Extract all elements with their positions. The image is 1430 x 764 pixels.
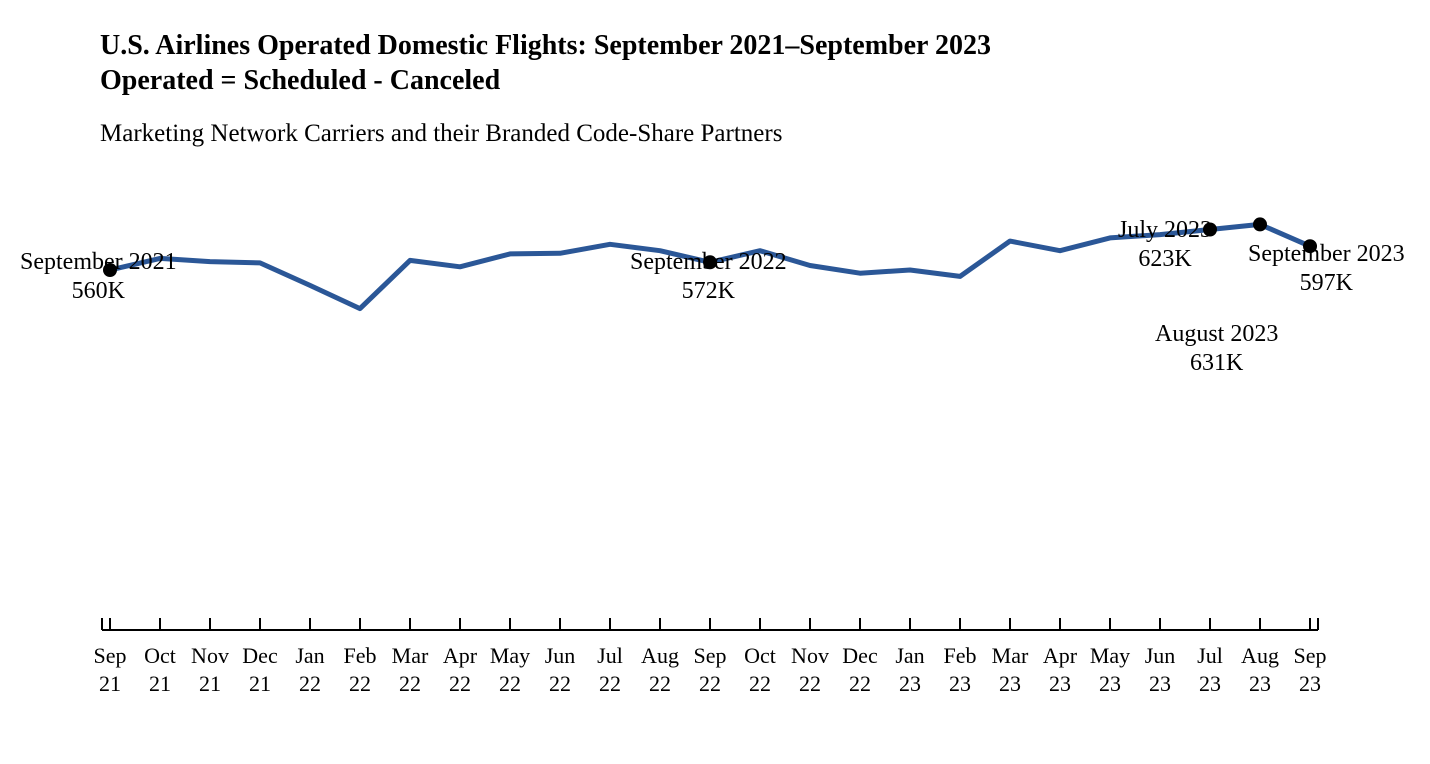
- x-tick-year: 21: [99, 671, 121, 696]
- x-tick-label: Apr 23: [1043, 642, 1077, 697]
- x-tick-year: 23: [1199, 671, 1221, 696]
- x-tick-label: May 22: [490, 642, 530, 697]
- callout-label: July 2023: [1118, 217, 1212, 243]
- x-tick-label: Aug 23: [1241, 642, 1279, 697]
- data-callout: September 2022 572K: [630, 248, 787, 306]
- x-tick-year: 22: [649, 671, 671, 696]
- callout-label: September 2021: [20, 249, 177, 275]
- x-tick-year: 23: [1049, 671, 1071, 696]
- x-tick-label: Feb 22: [344, 642, 377, 697]
- x-tick-month: May: [1090, 643, 1130, 668]
- data-callout: September 2023 597K: [1248, 240, 1405, 298]
- x-tick-month: Apr: [443, 643, 477, 668]
- x-tick-label: Apr 22: [443, 642, 477, 697]
- x-tick-label: Oct 21: [144, 642, 176, 697]
- x-tick-year: 22: [499, 671, 521, 696]
- callout-value: 631K: [1190, 350, 1243, 376]
- x-tick-label: Feb 23: [944, 642, 977, 697]
- x-tick-month: Dec: [842, 643, 877, 668]
- x-tick-month: Jan: [295, 643, 324, 668]
- x-tick-year: 22: [599, 671, 621, 696]
- x-tick-month: Oct: [144, 643, 176, 668]
- x-tick-month: Mar: [992, 643, 1029, 668]
- x-tick-year: 23: [1299, 671, 1321, 696]
- data-callout: August 2023 631K: [1155, 320, 1278, 378]
- x-tick-label: Sep 22: [694, 642, 727, 697]
- data-callout: July 2023 623K: [1118, 216, 1212, 274]
- x-tick-year: 22: [399, 671, 421, 696]
- x-tick-label: Nov 22: [791, 642, 829, 697]
- callout-value: 560K: [72, 278, 125, 304]
- callout-value: 572K: [682, 278, 735, 304]
- data-marker: [1253, 217, 1267, 231]
- x-tick-year: 21: [199, 671, 221, 696]
- chart-container: U.S. Airlines Operated Domestic Flights:…: [0, 0, 1430, 764]
- x-tick-month: Mar: [392, 643, 429, 668]
- data-callout: September 2021 560K: [20, 248, 177, 306]
- x-tick-year: 22: [349, 671, 371, 696]
- x-tick-month: Jun: [1145, 643, 1176, 668]
- x-tick-label: Jul 23: [1197, 642, 1223, 697]
- x-tick-year: 22: [549, 671, 571, 696]
- x-tick-month: May: [490, 643, 530, 668]
- x-tick-month: Sep: [94, 643, 127, 668]
- x-tick-label: Oct 22: [744, 642, 776, 697]
- x-tick-year: 22: [749, 671, 771, 696]
- x-tick-year: 23: [1149, 671, 1171, 696]
- x-tick-label: Dec 21: [242, 642, 277, 697]
- x-tick-label: Aug 22: [641, 642, 679, 697]
- x-tick-year: 21: [149, 671, 171, 696]
- x-tick-month: Sep: [1294, 643, 1327, 668]
- x-tick-label: Jul 22: [597, 642, 623, 697]
- x-tick-year: 22: [299, 671, 321, 696]
- x-tick-year: 23: [899, 671, 921, 696]
- x-tick-month: Oct: [744, 643, 776, 668]
- x-tick-month: Feb: [944, 643, 977, 668]
- x-tick-label: Jan 23: [895, 642, 924, 697]
- x-tick-month: Jun: [545, 643, 576, 668]
- x-tick-label: Sep 21: [94, 642, 127, 697]
- x-tick-year: 22: [849, 671, 871, 696]
- x-tick-month: Feb: [344, 643, 377, 668]
- x-tick-year: 23: [999, 671, 1021, 696]
- x-tick-month: Dec: [242, 643, 277, 668]
- x-tick-month: Jan: [895, 643, 924, 668]
- x-tick-month: Nov: [191, 643, 229, 668]
- x-tick-month: Aug: [641, 643, 679, 668]
- x-tick-month: Aug: [1241, 643, 1279, 668]
- callout-label: September 2022: [630, 249, 787, 275]
- x-tick-label: Jun 22: [545, 642, 576, 697]
- x-tick-label: Mar 23: [992, 642, 1029, 697]
- callout-value: 597K: [1300, 270, 1353, 296]
- x-tick-year: 22: [799, 671, 821, 696]
- x-tick-month: Jul: [1197, 643, 1223, 668]
- x-tick-label: May 23: [1090, 642, 1130, 697]
- x-tick-month: Jul: [597, 643, 623, 668]
- x-tick-month: Apr: [1043, 643, 1077, 668]
- x-tick-year: 23: [949, 671, 971, 696]
- x-tick-year: 22: [699, 671, 721, 696]
- callout-label: September 2023: [1248, 241, 1405, 267]
- x-tick-label: Jun 23: [1145, 642, 1176, 697]
- x-tick-year: 23: [1099, 671, 1121, 696]
- x-tick-label: Jan 22: [295, 642, 324, 697]
- x-tick-label: Nov 21: [191, 642, 229, 697]
- x-tick-month: Sep: [694, 643, 727, 668]
- callout-label: August 2023: [1155, 321, 1278, 347]
- callout-value: 623K: [1138, 246, 1191, 272]
- x-tick-label: Dec 22: [842, 642, 877, 697]
- x-tick-year: 23: [1249, 671, 1271, 696]
- x-tick-year: 21: [249, 671, 271, 696]
- x-tick-label: Sep 23: [1294, 642, 1327, 697]
- x-tick-label: Mar 22: [392, 642, 429, 697]
- x-tick-year: 22: [449, 671, 471, 696]
- x-tick-month: Nov: [791, 643, 829, 668]
